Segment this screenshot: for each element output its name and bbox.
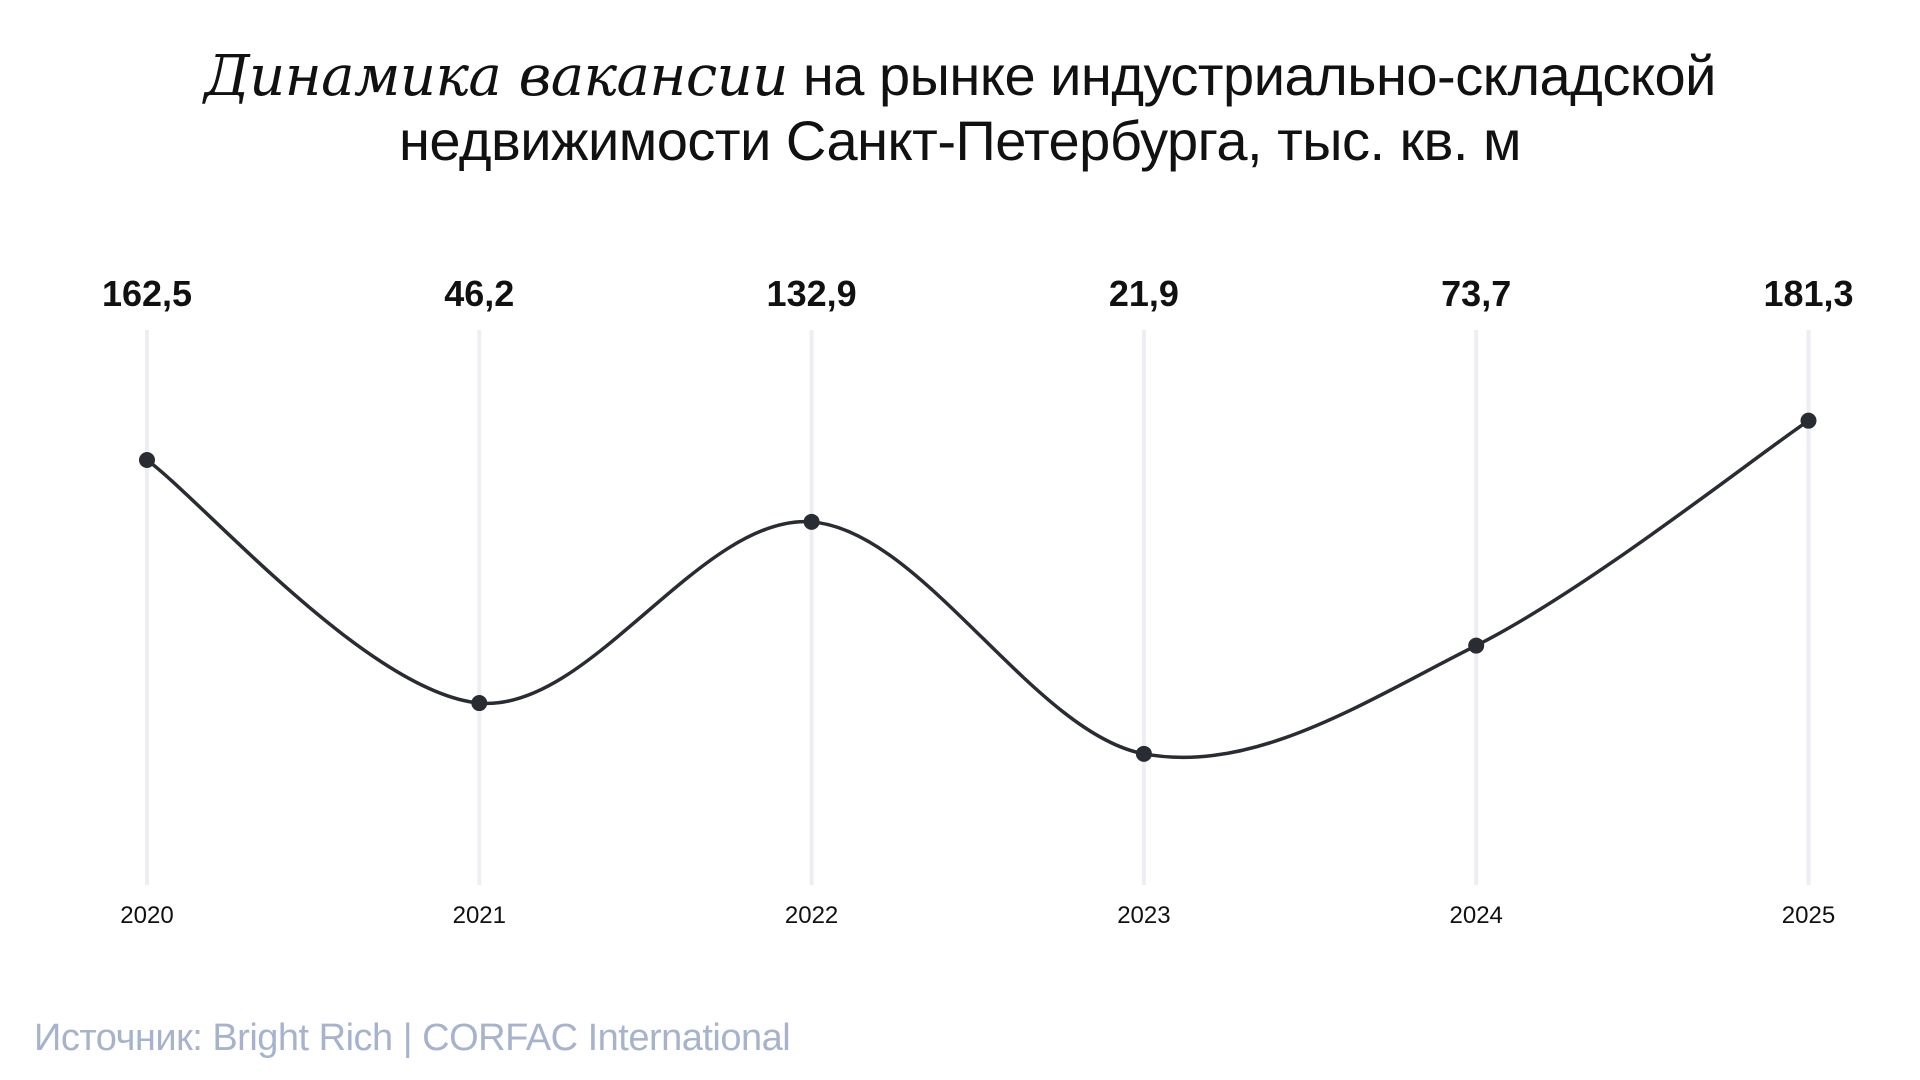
data-point-2021 [471, 695, 488, 712]
value-label-2024: 73,7 [1441, 273, 1511, 314]
data-point-2025 [1800, 412, 1817, 429]
x-tick-label-2020: 2020 [120, 902, 173, 929]
x-tick-label-2022: 2022 [785, 902, 838, 929]
data-point-2022 [803, 513, 820, 530]
chart-title: Динамика вакансии на рынке индустриально… [0, 44, 1920, 173]
chart-title-line2: недвижимости Санкт-Петербурга, тыс. кв. … [398, 109, 1522, 172]
x-tick-label-2021: 2021 [453, 902, 506, 929]
data-point-2024 [1468, 637, 1485, 654]
source-note: Источник: Bright Rich | CORFAC Internati… [34, 1017, 791, 1059]
value-label-2023: 21,9 [1109, 273, 1179, 314]
x-tick-label-2023: 2023 [1117, 902, 1170, 929]
series-line [145, 418, 1811, 760]
value-label-2021: 46,2 [444, 273, 514, 314]
x-tick-label-2024: 2024 [1450, 902, 1503, 929]
chart-title-line1: Динамика вакансии на рынке индустриально… [0, 44, 1920, 109]
data-point-2020 [139, 451, 155, 468]
chart-title-emphasis: Динамика вакансии [204, 44, 788, 109]
value-label-2020: 162,5 [102, 273, 192, 314]
chart-title-line1-rest: на рынке индустриально-складской [787, 44, 1717, 107]
value-label-2025: 181,3 [1763, 273, 1853, 314]
value-label-2022: 132,9 [767, 273, 857, 314]
data-point-2023 [1135, 745, 1152, 762]
x-tick-label-2025: 2025 [1782, 902, 1835, 929]
